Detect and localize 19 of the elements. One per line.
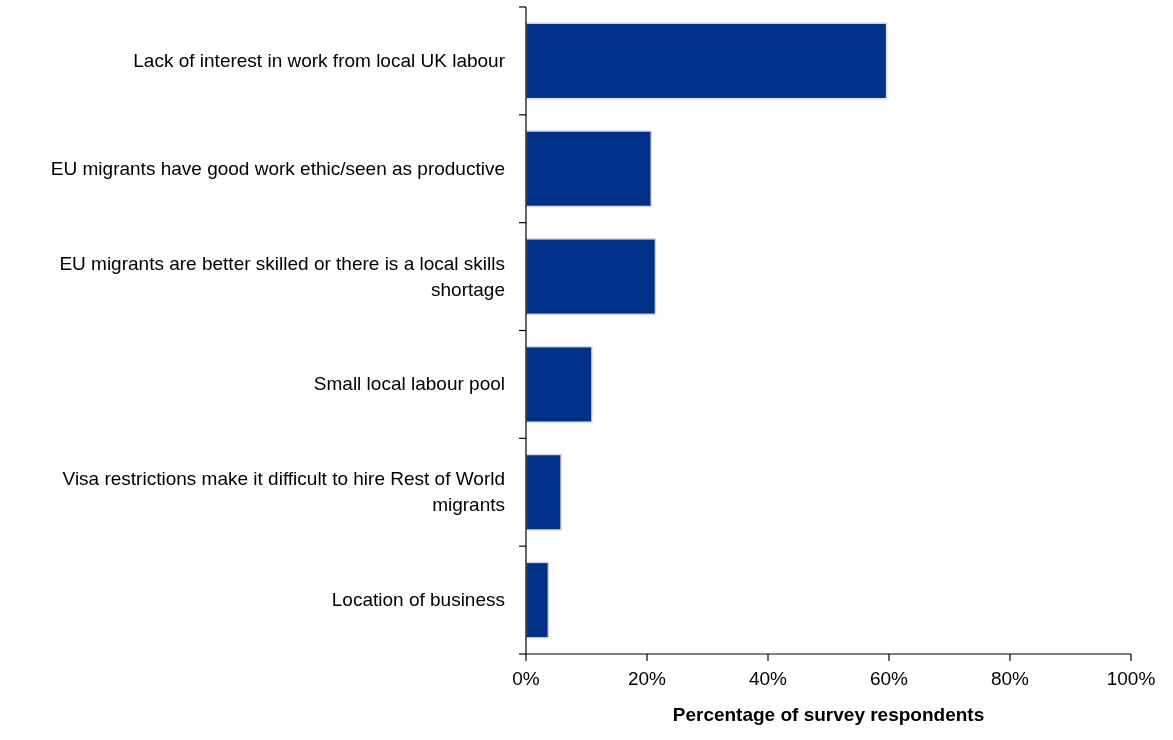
y-tick-label: Location of business (331, 589, 505, 611)
y-tick-label: Small local labour pool (313, 373, 505, 395)
y-tick-label: EU migrants have good work ethic/seen as productive (50, 157, 505, 179)
bar (525, 130, 652, 208)
bar (525, 453, 562, 531)
bar (525, 561, 550, 639)
y-tick-label: Visa restrictions make it difficult to hire Rest of World migrants (62, 468, 505, 516)
bar (525, 345, 593, 423)
x-tick-label: 20% (627, 668, 667, 689)
x-tick-label: 40% (748, 668, 788, 689)
x-tick-label: 0% (512, 668, 540, 689)
y-tick-label: Lack of interest in work from local UK labour (133, 49, 506, 71)
bar (525, 238, 657, 316)
x-tick-label: 60% (869, 668, 909, 689)
x-axis-title: Percentage of survey respondents (672, 704, 985, 725)
x-tick-label: 80% (990, 668, 1030, 689)
x-tick-label: 100% (1106, 668, 1156, 689)
y-tick-label: EU migrants are better skilled or there is a local skills shortage (59, 252, 505, 300)
bar (525, 22, 888, 100)
